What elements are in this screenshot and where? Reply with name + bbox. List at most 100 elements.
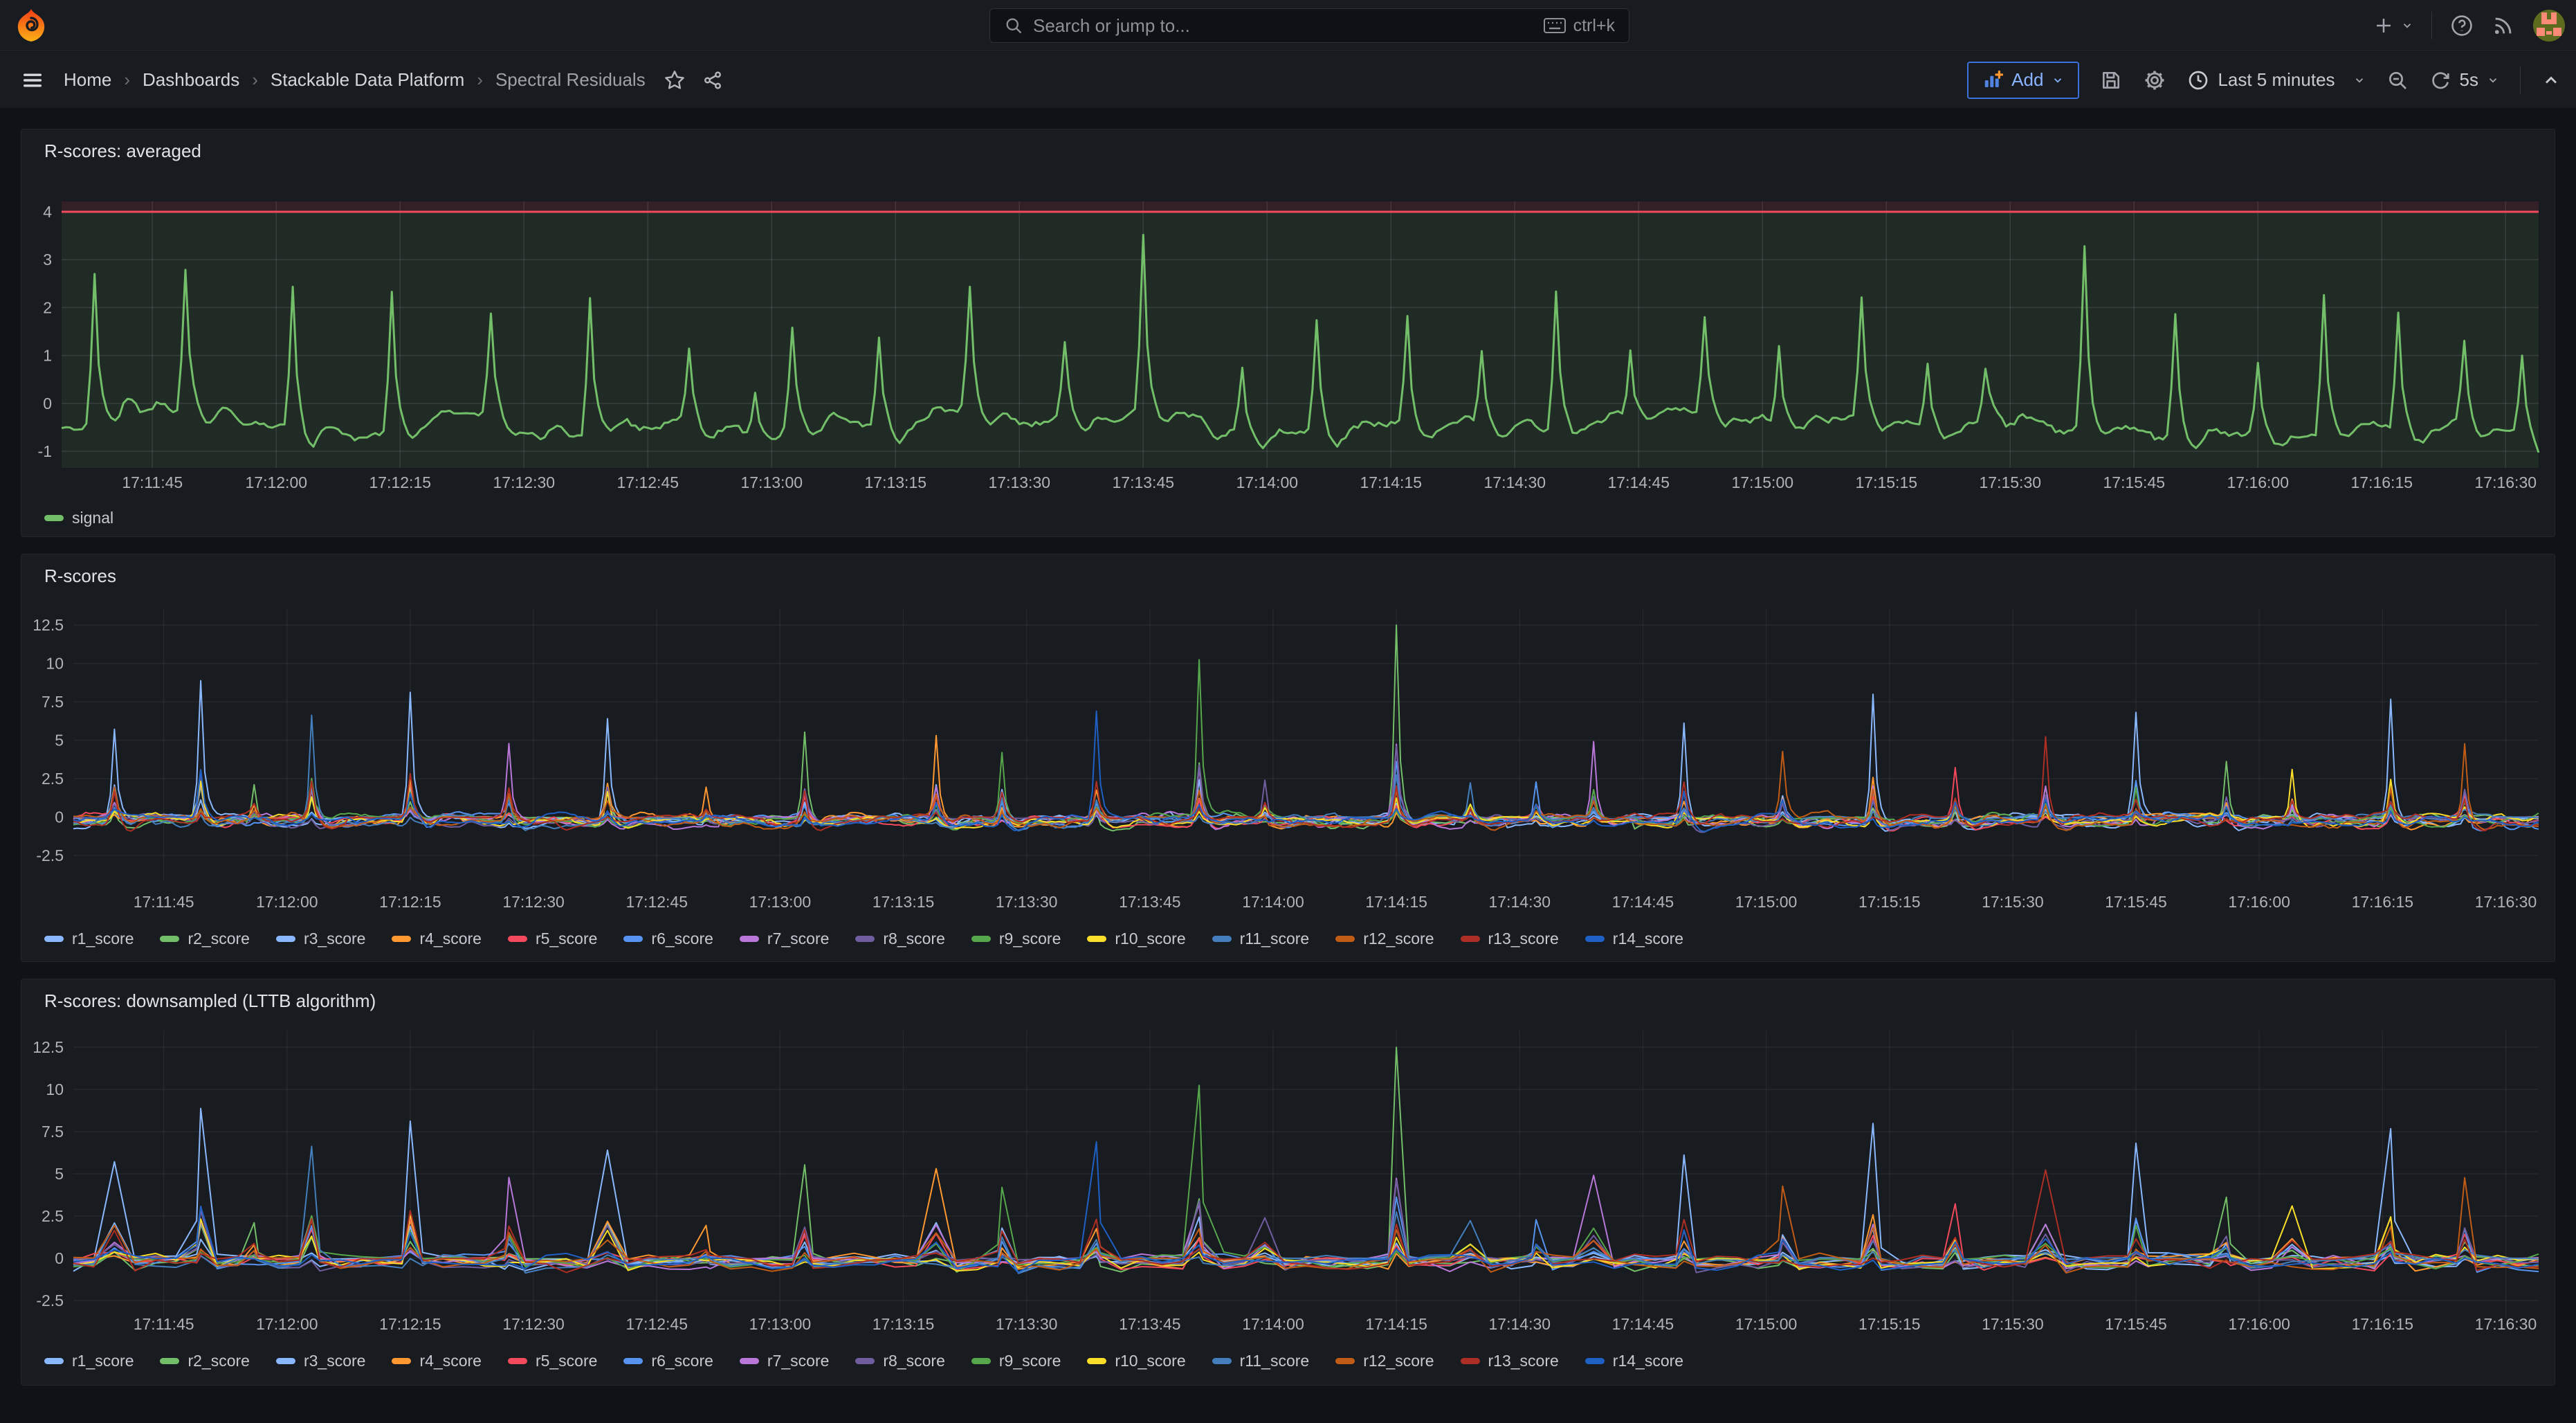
collapse-toolbar-icon[interactable]	[2541, 71, 2561, 90]
zoom-out-icon[interactable]	[2386, 69, 2409, 91]
legend-item-r4_score[interactable]: r4_score	[392, 930, 481, 948]
x-axis-tick-label: 17:13:00	[749, 893, 812, 911]
x-axis-tick-label: 17:16:00	[2228, 1315, 2290, 1333]
legend-swatch	[740, 1358, 759, 1364]
legend-item-r6_score[interactable]: r6_score	[623, 930, 713, 948]
legend-item-r2_score[interactable]: r2_score	[160, 930, 249, 948]
y-axis-tick-label: 5	[55, 732, 64, 750]
legend-item-r13_score[interactable]: r13_score	[1461, 930, 1559, 948]
legend-item-signal[interactable]: signal	[44, 509, 113, 527]
chevron-down-icon	[2052, 74, 2064, 87]
x-axis-tick-label: 17:14:45	[1612, 893, 1674, 911]
add-panel-button[interactable]: Add	[1967, 62, 2079, 99]
legend-item-r7_score[interactable]: r7_score	[740, 930, 829, 948]
legend-label: r13_score	[1488, 930, 1559, 948]
legend-item-r12_score[interactable]: r12_score	[1335, 1352, 1434, 1370]
panel-r-scores-downsampled: R-scores: downsampled (LTTB algorithm) -…	[21, 979, 2555, 1386]
x-axis-tick-label: 17:14:45	[1608, 473, 1670, 491]
legend-swatch	[160, 1358, 179, 1364]
y-axis-tick-label: 2	[43, 298, 52, 316]
x-axis-tick-label: 17:15:30	[1982, 893, 2044, 911]
save-dashboard-icon[interactable]	[2100, 69, 2122, 91]
legend-item-r1_score[interactable]: r1_score	[44, 1352, 134, 1370]
chevron-down-icon	[2487, 74, 2499, 87]
dashboard-canvas: R-scores: averaged -10123417:11:4517:12:…	[0, 108, 2576, 1423]
search-shortcut: ctrl+k	[1573, 16, 1615, 36]
y-axis-tick-label: -2.5	[36, 1291, 64, 1309]
legend-item-r14_score[interactable]: r14_score	[1585, 930, 1683, 948]
legend-label: r12_score	[1363, 930, 1434, 948]
x-axis-tick-label: 17:13:15	[865, 473, 927, 491]
legend-item-r5_score[interactable]: r5_score	[508, 1352, 597, 1370]
breadcrumb-dashboards[interactable]: Dashboards	[143, 69, 239, 91]
new-dropdown-button[interactable]	[2373, 15, 2413, 36]
breadcrumb-folder[interactable]: Stackable Data Platform	[271, 69, 464, 91]
legend-item-r11_score[interactable]: r11_score	[1212, 1352, 1310, 1370]
legend-item-r7_score[interactable]: r7_score	[740, 1352, 829, 1370]
series-line-r9_score	[73, 660, 2539, 830]
y-axis-tick-label: 1	[43, 347, 52, 365]
legend-swatch	[1212, 936, 1232, 942]
legend-item-r6_score[interactable]: r6_score	[623, 1352, 713, 1370]
time-series-chart[interactable]: -2.502.557.51012.517:11:4517:12:0017:12:…	[21, 979, 2555, 1345]
legend-item-r4_score[interactable]: r4_score	[392, 1352, 481, 1370]
top-nav-bar: Search or jump to... ctrl+k	[0, 0, 2576, 51]
legend-label: r13_score	[1488, 1352, 1559, 1370]
legend-item-r1_score[interactable]: r1_score	[44, 930, 134, 948]
legend-item-r12_score[interactable]: r12_score	[1335, 930, 1434, 948]
x-axis-tick-label: 17:12:45	[617, 473, 679, 491]
legend-item-r2_score[interactable]: r2_score	[160, 1352, 249, 1370]
legend-item-r3_score[interactable]: r3_score	[276, 930, 365, 948]
legend-label: r6_score	[651, 1352, 713, 1370]
legend-item-r9_score[interactable]: r9_score	[971, 930, 1061, 948]
favorite-star-icon[interactable]	[664, 69, 686, 91]
time-range-picker[interactable]: Last 5 minutes	[2187, 69, 2365, 91]
legend-item-r10_score[interactable]: r10_score	[1087, 930, 1185, 948]
legend-item-r14_score[interactable]: r14_score	[1585, 1352, 1683, 1370]
legend-item-r8_score[interactable]: r8_score	[855, 930, 944, 948]
legend-label: r9_score	[999, 1352, 1061, 1370]
breadcrumb-separator: ›	[124, 69, 130, 91]
settings-gear-icon[interactable]	[2143, 69, 2166, 92]
legend-item-r5_score[interactable]: r5_score	[508, 930, 597, 948]
x-axis-tick-label: 17:15:00	[1735, 1315, 1798, 1333]
time-series-chart[interactable]: -10123417:11:4517:12:0017:12:1517:12:301…	[21, 129, 2555, 500]
refresh-picker[interactable]: 5s	[2429, 69, 2499, 91]
chevron-down-icon	[2401, 19, 2413, 32]
legend-swatch	[855, 1358, 875, 1364]
series-line-r3_score	[73, 681, 2539, 831]
news-icon[interactable]	[2492, 14, 2515, 37]
threshold-region-above	[62, 201, 2539, 212]
legend-label: signal	[72, 509, 113, 527]
legend-item-r11_score[interactable]: r11_score	[1212, 930, 1310, 948]
share-icon[interactable]	[702, 70, 723, 91]
grafana-logo[interactable]	[15, 8, 47, 43]
panel-r-scores: R-scores -2.502.557.51012.517:11:4517:12…	[21, 554, 2555, 962]
x-axis-tick-label: 17:13:15	[873, 1315, 935, 1333]
legend-label: r12_score	[1363, 1352, 1434, 1370]
x-axis-tick-label: 17:13:45	[1119, 893, 1181, 911]
y-axis-tick-label: 10	[46, 655, 64, 673]
x-axis-tick-label: 17:13:30	[996, 1315, 1058, 1333]
breadcrumb-home[interactable]: Home	[64, 69, 111, 91]
x-axis-tick-label: 17:14:45	[1612, 1315, 1674, 1333]
legend-swatch	[1212, 1358, 1232, 1364]
user-avatar[interactable]	[2533, 10, 2565, 42]
menu-toggle-icon[interactable]	[21, 69, 44, 92]
help-icon[interactable]	[2450, 14, 2474, 37]
x-axis-tick-label: 17:12:00	[246, 473, 308, 491]
time-series-chart[interactable]: -2.502.557.51012.517:11:4517:12:0017:12:…	[21, 554, 2555, 921]
legend-item-r10_score[interactable]: r10_score	[1087, 1352, 1185, 1370]
x-axis-tick-label: 17:15:30	[1982, 1315, 2044, 1333]
x-axis-tick-label: 17:14:30	[1489, 893, 1551, 911]
legend-swatch	[1461, 936, 1480, 942]
legend-item-r3_score[interactable]: r3_score	[276, 1352, 365, 1370]
legend-item-r9_score[interactable]: r9_score	[971, 1352, 1061, 1370]
y-axis-tick-label: 4	[43, 203, 52, 221]
legend-swatch	[276, 936, 295, 942]
y-axis-tick-label: 3	[43, 251, 52, 269]
legend-item-r8_score[interactable]: r8_score	[855, 1352, 944, 1370]
legend-item-r13_score[interactable]: r13_score	[1461, 1352, 1559, 1370]
chevron-down-icon	[2353, 74, 2366, 87]
search-input[interactable]: Search or jump to... ctrl+k	[989, 8, 1629, 43]
